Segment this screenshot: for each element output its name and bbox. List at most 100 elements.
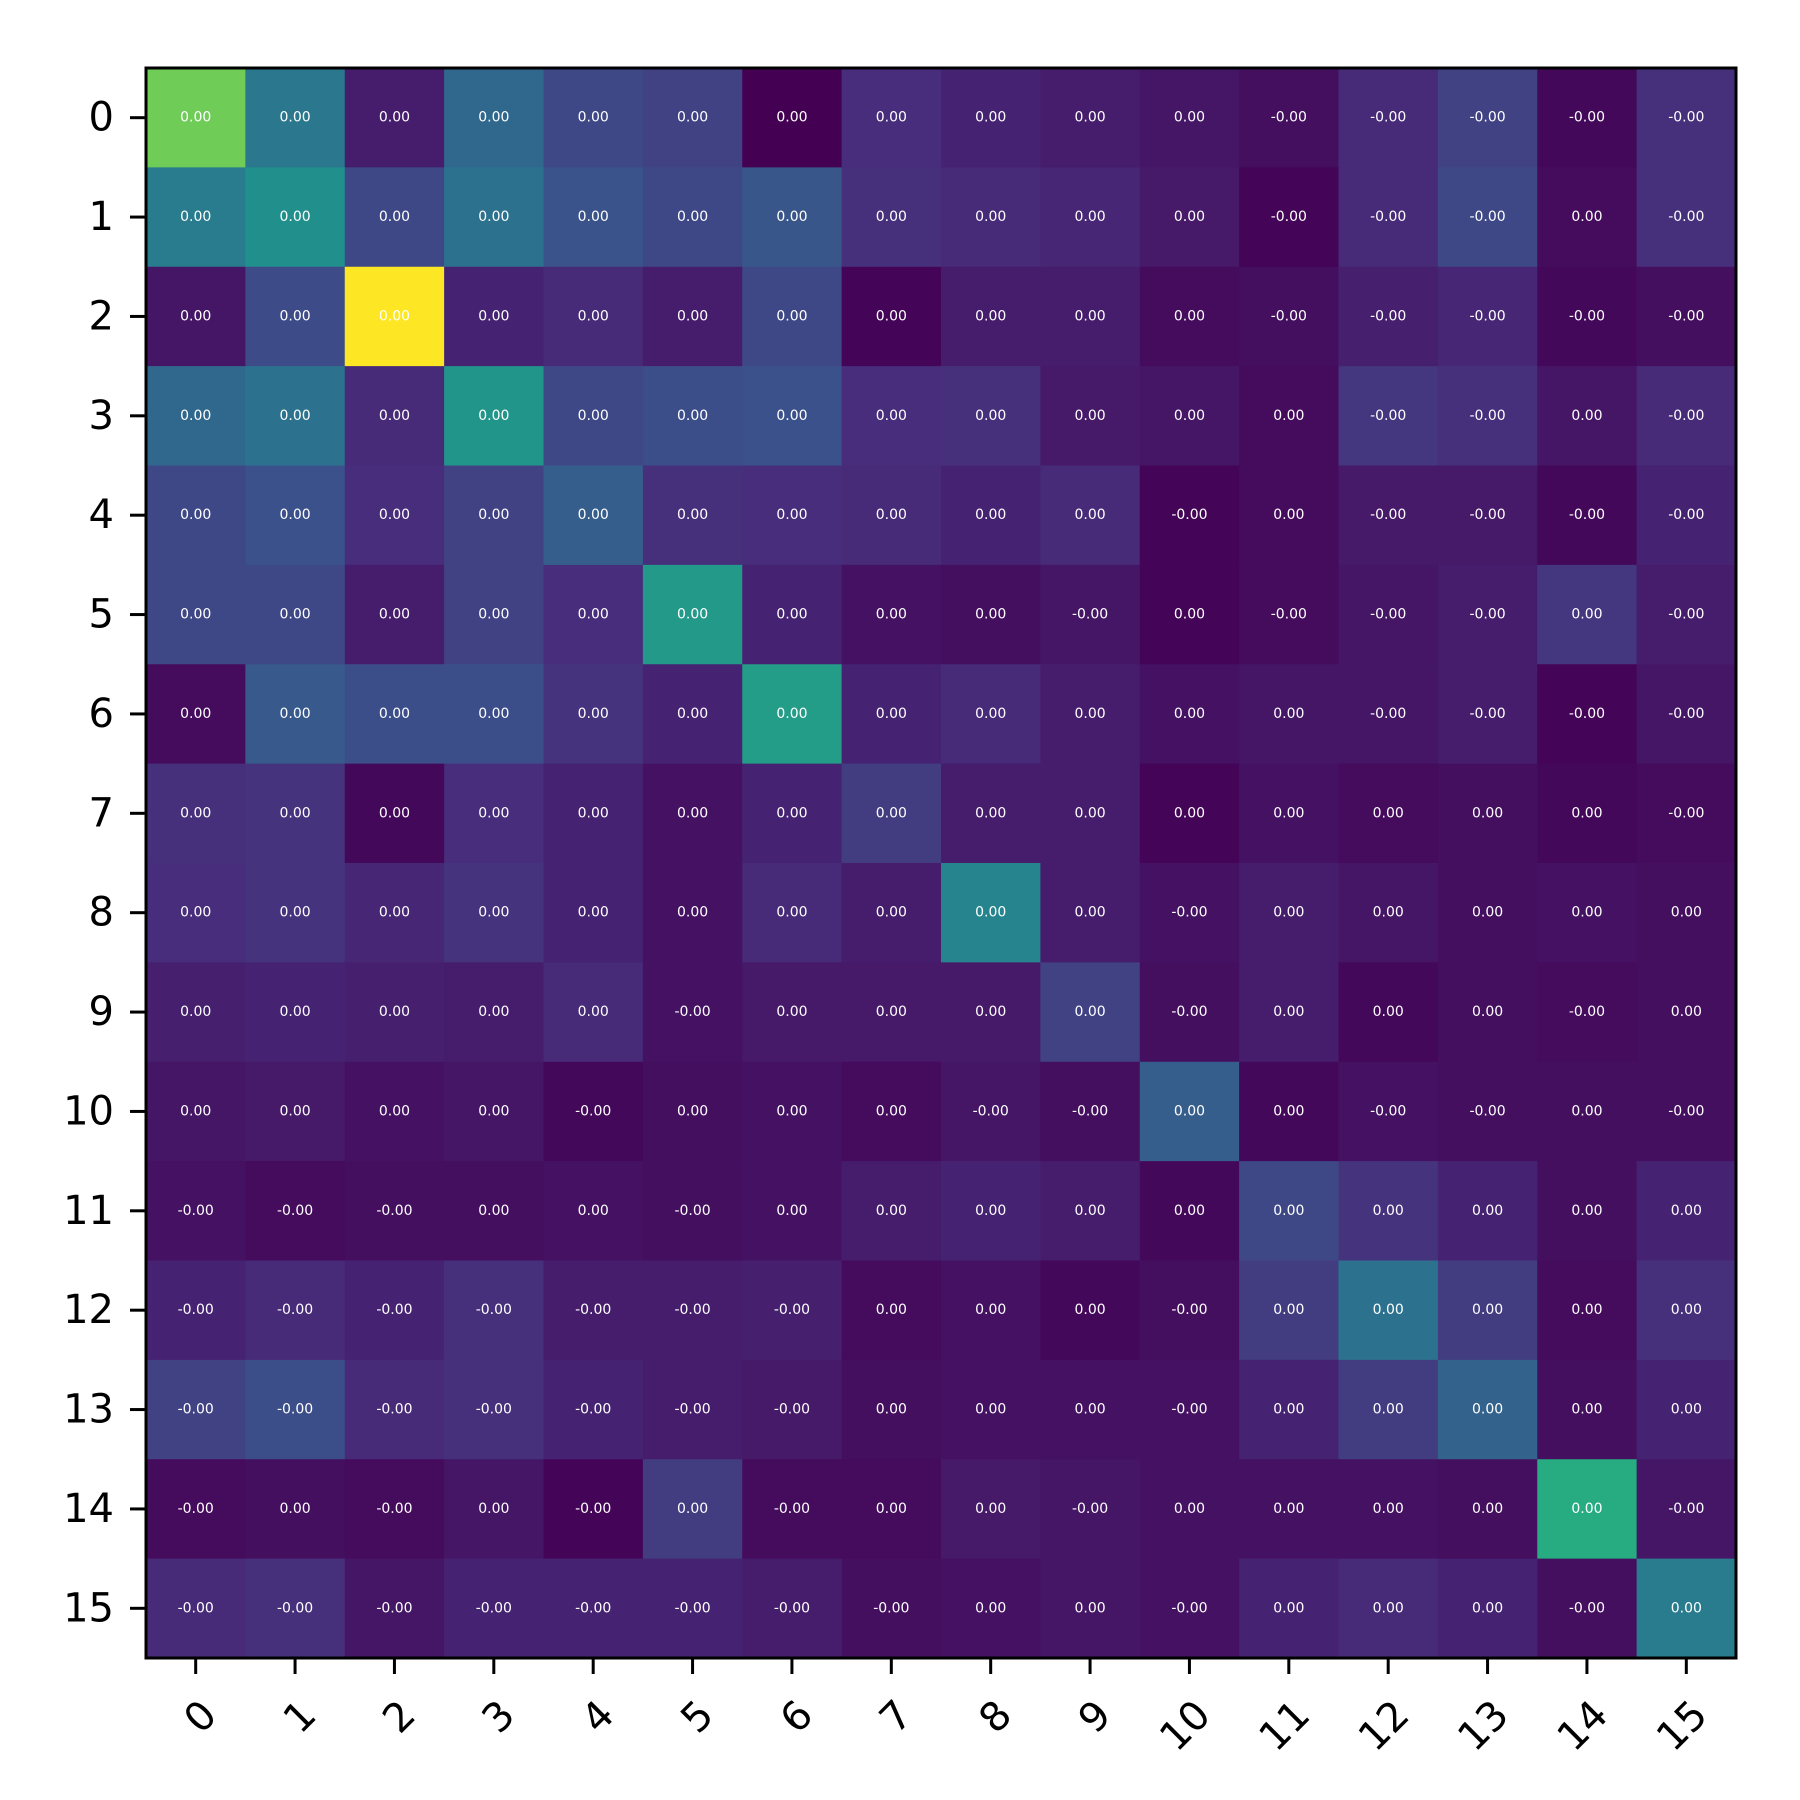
cell-value-label-3-2: 0.00 (379, 408, 410, 424)
heatmap-cell-3-1 (245, 366, 346, 466)
cell-value-label-7-9: 0.00 (1074, 805, 1105, 821)
heatmap-cell-9-12 (1338, 962, 1439, 1063)
cell-value-label-9-11: 0.00 (1273, 1004, 1304, 1020)
cell-value-label-0-10: 0.00 (1174, 110, 1205, 126)
cell-value-label-2-12: -0.00 (1370, 308, 1406, 324)
cell-value-label-4-2: 0.00 (379, 507, 410, 523)
cell-value-label-4-6: 0.00 (776, 507, 807, 523)
cell-value-label-4-1: 0.00 (279, 507, 310, 523)
heatmap-cell-15-11 (1239, 1558, 1339, 1659)
cell-value-label-2-5: 0.00 (677, 308, 708, 324)
cell-value-label-1-8: 0.00 (975, 209, 1006, 225)
cell-value-label-12-8: 0.00 (975, 1302, 1006, 1318)
heatmap-cell-1-3 (444, 167, 544, 268)
plot-frame (144, 66, 1738, 1660)
cell-value-label-8-8: 0.00 (975, 905, 1006, 921)
cell-value-label-4-15: -0.00 (1668, 507, 1704, 523)
cell-value-label-2-6: 0.00 (776, 308, 807, 324)
cell-value-label-6-13: -0.00 (1469, 706, 1505, 722)
cell-value-label-11-6: 0.00 (776, 1203, 807, 1219)
heatmap-cell-4-7 (841, 465, 942, 566)
cell-value-label-5-13: -0.00 (1469, 607, 1505, 623)
heatmap-cell-1-12 (1338, 167, 1439, 268)
cell-value-label-9-10: -0.00 (1171, 1004, 1207, 1020)
cell-value-label-9-15: 0.00 (1671, 1004, 1702, 1020)
cell-value-label-11-14: 0.00 (1571, 1203, 1602, 1219)
cell-value-label-13-8: 0.00 (975, 1402, 1006, 1418)
cell-value-label-7-7: 0.00 (876, 805, 907, 821)
heatmap-cell-11-10 (1139, 1161, 1240, 1261)
heatmap-cell-12-14 (1537, 1260, 1638, 1361)
heatmap-cell-8-4 (543, 863, 644, 963)
cell-value-label-13-1: -0.00 (277, 1402, 313, 1418)
heatmap-cell-9-2 (344, 962, 445, 1063)
heatmap-cell-10-9 (1040, 1061, 1141, 1162)
heatmap-cell-8-0 (146, 863, 246, 963)
cell-value-label-9-9: 0.00 (1074, 1004, 1105, 1020)
heatmap-cell-5-8 (941, 564, 1041, 665)
heatmap-cell-5-9 (1040, 564, 1141, 665)
heatmap-cell-14-2 (344, 1459, 445, 1560)
heatmap-cell-4-12 (1338, 465, 1439, 566)
cell-value-label-15-13: 0.00 (1472, 1600, 1503, 1616)
heatmap-cell-11-9 (1040, 1161, 1141, 1261)
heatmap-cell-14-9 (1040, 1459, 1141, 1560)
cell-value-label-7-10: 0.00 (1174, 805, 1205, 821)
heatmap-cell-15-10 (1139, 1558, 1240, 1659)
heatmap-cell-7-10 (1139, 763, 1240, 864)
cell-value-label-7-13: 0.00 (1472, 805, 1503, 821)
cell-value-label-13-9: 0.00 (1074, 1402, 1105, 1418)
heatmap-cell-9-7 (841, 962, 942, 1063)
heatmap-cell-0-14 (1537, 68, 1638, 168)
cell-value-label-14-14: 0.00 (1571, 1501, 1602, 1517)
heatmap-cell-8-5 (642, 863, 743, 963)
heatmap-cell-5-1 (245, 564, 346, 665)
heatmap-cell-13-9 (1040, 1359, 1141, 1460)
heatmap-cell-labels: 0.00 0.00 0.00 0.00 0.00 0.00 0.00 0.00 0.00 0.00… (178, 110, 1705, 1617)
heatmap-cell-14-11 (1239, 1459, 1339, 1560)
heatmap-cell-14-13 (1437, 1459, 1538, 1560)
cell-value-label-8-9: 0.00 (1074, 905, 1105, 921)
cell-value-label-14-2: -0.00 (376, 1501, 412, 1517)
heatmap-cell-13-2 (344, 1359, 445, 1460)
cell-value-label-10-14: 0.00 (1571, 1103, 1602, 1119)
cell-value-label-1-15: -0.00 (1668, 209, 1704, 225)
heatmap-cell-10-11 (1239, 1061, 1339, 1162)
heatmap-cell-0-5 (642, 68, 743, 168)
x-tick-label-4: 4 (573, 1692, 624, 1743)
heatmap-cell-2-2 (344, 266, 445, 367)
heatmap-cell-9-1 (245, 962, 346, 1063)
heatmap-cell-12-5 (642, 1260, 743, 1361)
heatmap-cell-8-9 (1040, 863, 1141, 963)
heatmap-cell-0-8 (941, 68, 1041, 168)
heatmap-cell-13-0 (146, 1359, 246, 1460)
cell-value-label-13-12: 0.00 (1373, 1402, 1404, 1418)
cell-value-label-3-8: 0.00 (975, 408, 1006, 424)
cell-value-label-15-6: -0.00 (774, 1600, 810, 1616)
cell-value-label-2-9: 0.00 (1074, 308, 1105, 324)
cell-value-label-3-13: -0.00 (1469, 408, 1505, 424)
heatmap-cell-5-7 (841, 564, 942, 665)
heatmap-cell-7-9 (1040, 763, 1141, 864)
cell-value-label-11-7: 0.00 (876, 1203, 907, 1219)
heatmap-cell-11-14 (1537, 1161, 1638, 1261)
cell-value-label-10-10: 0.00 (1174, 1103, 1205, 1119)
cell-value-label-5-3: 0.00 (478, 607, 509, 623)
x-tick-label-11: 11 (1251, 1692, 1320, 1761)
cell-value-label-13-4: -0.00 (575, 1402, 611, 1418)
heatmap-cell-1-1 (245, 167, 346, 268)
heatmap-cell-8-6 (742, 863, 843, 963)
heatmap-cell-13-13 (1437, 1359, 1538, 1460)
heatmap-cell-15-13 (1437, 1558, 1538, 1659)
cell-value-label-9-1: 0.00 (279, 1004, 310, 1020)
cell-value-label-11-15: 0.00 (1671, 1203, 1702, 1219)
cell-value-label-7-8: 0.00 (975, 805, 1006, 821)
x-tick-label-8: 8 (970, 1692, 1021, 1743)
heatmap-cell-4-2 (344, 465, 445, 566)
cell-value-label-2-11: -0.00 (1271, 308, 1307, 324)
heatmap-cell-9-13 (1437, 962, 1538, 1063)
cell-value-label-11-1: -0.00 (277, 1203, 313, 1219)
heatmap-cell-7-4 (543, 763, 644, 864)
y-tick-label-4: 4 (89, 492, 114, 538)
cell-value-label-3-6: 0.00 (776, 408, 807, 424)
